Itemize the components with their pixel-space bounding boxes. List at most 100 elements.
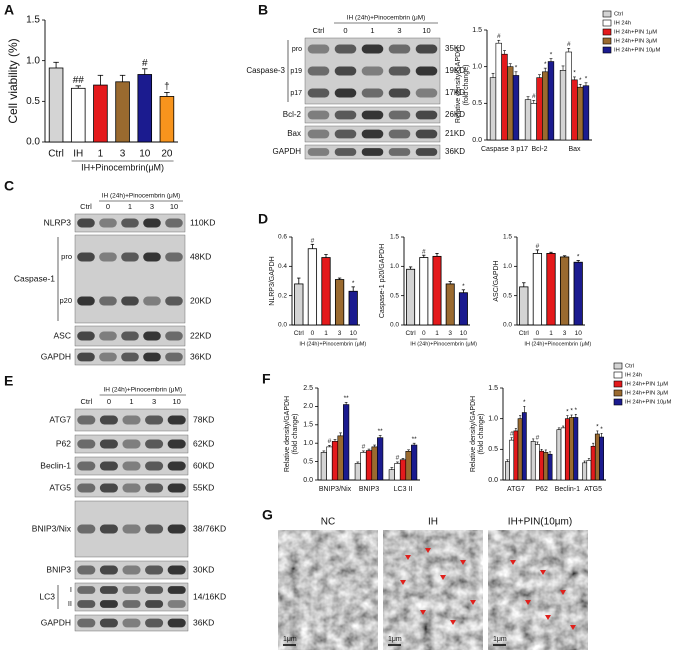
legend-swatch xyxy=(602,10,612,18)
x-axis-label: IH+Pinocembrin(μM) xyxy=(81,162,164,172)
band xyxy=(122,439,141,449)
panel-label: F xyxy=(262,371,271,387)
kd-label: 21KD xyxy=(445,129,465,138)
significance: * xyxy=(544,61,547,68)
band xyxy=(77,252,95,262)
x-tick-label: Bcl-2 xyxy=(532,146,548,153)
y-axis-label: Relative density/GAPDH xyxy=(455,47,462,123)
band xyxy=(77,524,96,534)
blot-row xyxy=(74,234,186,324)
band xyxy=(167,483,186,493)
y-tick-label: 1.5 xyxy=(503,234,512,241)
lane-label: 3 xyxy=(397,26,401,35)
band xyxy=(145,524,164,534)
blot-header: IH (24h)+Pinocembrin (μM) xyxy=(102,193,181,200)
band-label: pro xyxy=(292,46,302,53)
kd-label: 26KD xyxy=(445,110,465,119)
micrograph-title: IH+PIN(10μm) xyxy=(508,517,572,528)
lane-label: 0 xyxy=(107,397,111,406)
band xyxy=(167,524,186,534)
blot-row xyxy=(74,560,189,580)
blot-row xyxy=(74,478,189,498)
y-tick-label: 0.0 xyxy=(390,322,399,329)
significance: * xyxy=(596,424,599,431)
y-tick-label: 1.0 xyxy=(488,416,498,423)
y-axis-label: ASC/GAPDH xyxy=(493,260,500,301)
legend-label: IH 24h+PIN 10μM xyxy=(614,48,661,54)
significance: # xyxy=(567,41,571,48)
legend-swatch xyxy=(602,37,612,45)
y-tick-label: 1.0 xyxy=(26,55,40,66)
micrograph-panel: NC 1μm IH 1μm IH+PIN(10μm) 1μm xyxy=(278,517,588,650)
band xyxy=(122,415,141,425)
bar xyxy=(294,283,304,326)
significance: # xyxy=(142,58,148,69)
lane-label: 10 xyxy=(170,202,178,211)
y-tick-label: 1.0 xyxy=(390,263,399,270)
protein-label: Bax xyxy=(287,129,301,138)
legend-swatch xyxy=(613,398,623,406)
bar xyxy=(505,461,510,481)
band xyxy=(99,331,117,341)
arrows xyxy=(510,560,576,630)
legend-label: Ctrl xyxy=(614,12,623,18)
lane-label: Ctrl xyxy=(80,397,92,406)
band xyxy=(99,415,118,425)
band xyxy=(388,129,411,139)
band xyxy=(122,600,141,608)
bar xyxy=(542,71,549,141)
significance: ## xyxy=(73,75,85,86)
kd-label: 14/16KD xyxy=(193,591,226,601)
band xyxy=(334,88,357,98)
legend-label: IH 24h+PIN 3μM xyxy=(625,391,668,397)
x-tick-label: ATG5 xyxy=(584,486,602,493)
significance: * xyxy=(515,65,518,72)
scale-label: 1μm xyxy=(388,636,402,643)
bar xyxy=(594,433,600,481)
bar xyxy=(582,85,590,141)
y-tick-label: 0.0 xyxy=(303,477,313,484)
kd-label: 36KD xyxy=(190,351,211,361)
y-tick-label: 1.5 xyxy=(488,385,498,392)
bar xyxy=(577,86,584,141)
band xyxy=(77,600,96,608)
bar xyxy=(326,446,333,481)
significance: # xyxy=(422,248,426,255)
band xyxy=(165,252,183,262)
protein-label: Beclin-1 xyxy=(40,460,71,470)
kd-label: 78KD xyxy=(193,414,214,424)
significance: # xyxy=(510,430,514,437)
x-axis-label: IH (24h)+Pinocembrin (μM) xyxy=(410,341,477,347)
bar xyxy=(70,87,86,143)
x-axis-label: IH (24h)+Pinocembrin (μM) xyxy=(524,341,591,347)
bar xyxy=(405,450,412,481)
lane-label: 1 xyxy=(128,202,132,211)
arrows xyxy=(400,548,476,625)
band xyxy=(415,148,438,156)
bar xyxy=(565,51,572,141)
bar xyxy=(411,444,418,481)
band xyxy=(361,129,384,139)
bar xyxy=(321,257,331,326)
y-tick-label: 0.4 xyxy=(278,263,287,270)
bar xyxy=(509,439,515,481)
x-tick-label: 1 xyxy=(98,149,104,160)
kd-label: 110KD xyxy=(190,217,215,227)
band xyxy=(143,296,161,306)
x-tick-label: 3 xyxy=(338,330,342,337)
band xyxy=(77,352,95,362)
kd-label: 38/76KD xyxy=(193,523,226,533)
band xyxy=(99,352,117,362)
band xyxy=(99,586,118,594)
legend-label: Ctrl xyxy=(625,364,634,370)
kd-label: 62KD xyxy=(193,438,214,448)
bar xyxy=(569,417,575,481)
significance: † xyxy=(164,82,170,93)
scale-label: 1μm xyxy=(493,636,507,643)
band xyxy=(388,148,411,156)
micrograph xyxy=(488,530,588,650)
band-label: p20 xyxy=(59,296,72,305)
band xyxy=(77,618,96,628)
significance: * xyxy=(550,51,553,58)
